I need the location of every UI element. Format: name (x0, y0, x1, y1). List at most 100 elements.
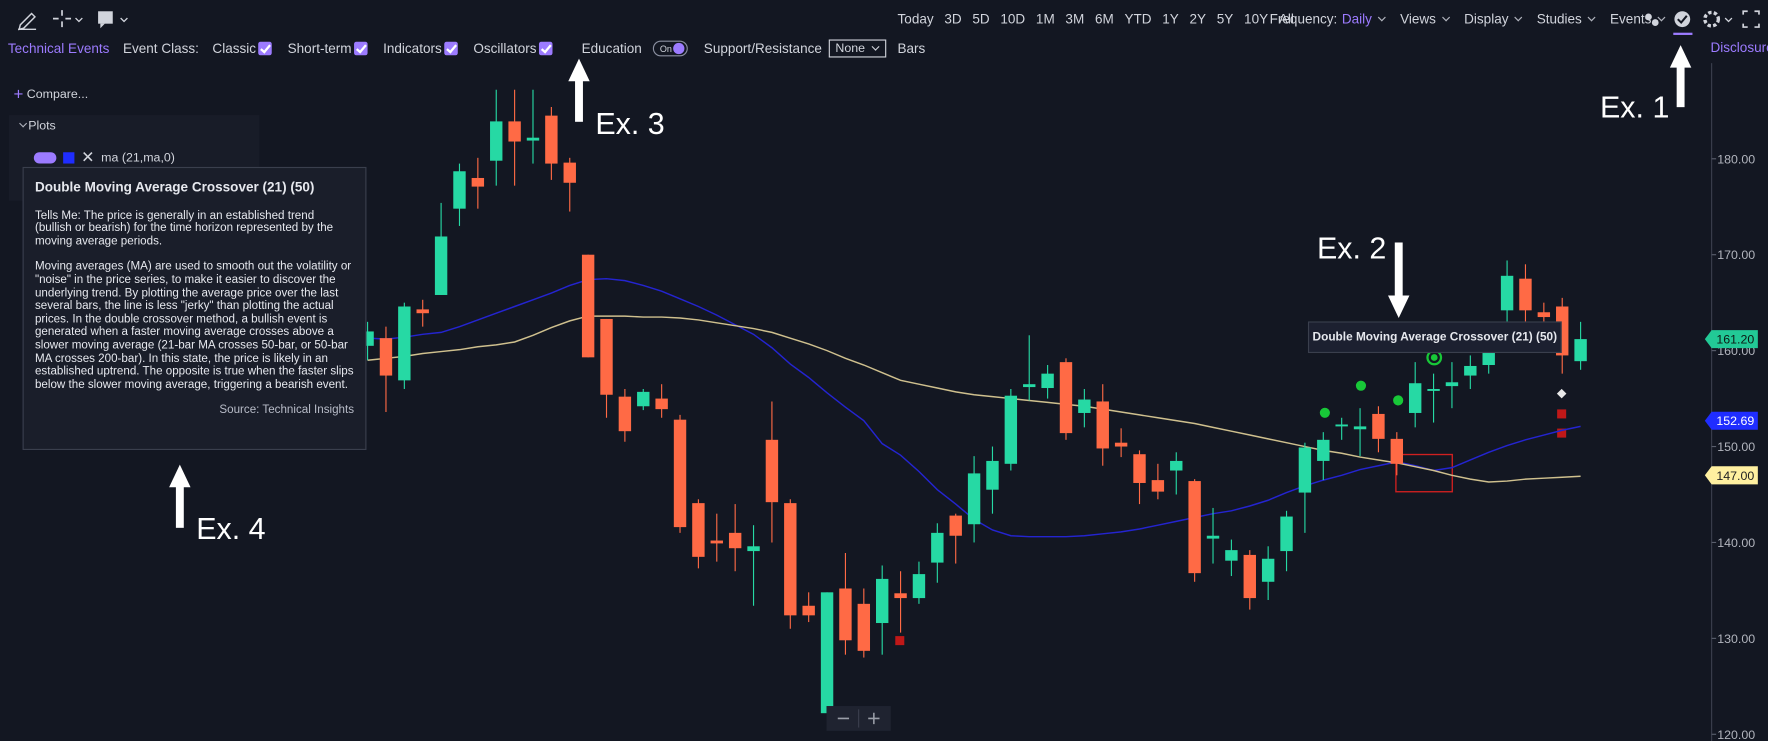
candle-body (1151, 480, 1165, 492)
candle-body (1298, 447, 1312, 493)
candle-body (1464, 365, 1477, 376)
event-class-label: Short-term (287, 40, 352, 57)
candle-body (1353, 426, 1367, 430)
plot-item: ✕ ma (21,ma,0) (33, 147, 175, 167)
candle-body (563, 162, 576, 183)
candle-body (1408, 383, 1422, 413)
drawing-tools[interactable] (0, 0, 147, 34)
range-button[interactable]: 2Y (1189, 11, 1207, 28)
candle-body (673, 419, 687, 528)
event-class-label: Indicators (383, 40, 442, 57)
candle-body (1500, 275, 1514, 311)
candle-body (894, 593, 907, 599)
price-label: 152.69 (1716, 414, 1754, 428)
candle-body (1574, 339, 1587, 362)
annotation: Ex. 1 (1599, 90, 1670, 125)
event-marker (1393, 395, 1404, 406)
candle-body (1188, 481, 1201, 574)
event-class-checkbox[interactable] (353, 41, 368, 56)
candle-body (1390, 438, 1404, 464)
candle-body (1482, 352, 1495, 366)
range-button[interactable]: 10D (1000, 11, 1026, 28)
y-tick-label: 120.00 (1717, 728, 1755, 741)
plots-header[interactable]: Plots (14, 120, 56, 134)
events-bar: Technical Events Event Class: Classic Sho… (8, 39, 925, 58)
candle-body (1023, 384, 1036, 388)
event-class-label: Event Class: (122, 40, 199, 57)
candle-body (1004, 395, 1018, 464)
event-marker (1430, 354, 1438, 361)
range-button[interactable]: 5D (972, 11, 990, 28)
y-tick-label: 180.00 (1717, 152, 1755, 166)
tooltip-paragraph: Tells Me: The price is generally in an e… (34, 209, 334, 248)
education-label: Education (581, 40, 642, 57)
event-classes: Classic Short-term Indicators Oscillators (206, 40, 562, 57)
plot-toggle[interactable] (33, 151, 57, 163)
sr-label: Support/Resistance (703, 40, 822, 57)
candle-body (1206, 535, 1220, 539)
range-buttons: Today 3D 5D 10D 1M 3M 6M YTD 1Y 2Y 5Y 10Y All (898, 11, 1294, 27)
plot-remove[interactable]: ✕ (81, 147, 95, 166)
plots-text: Plots (28, 119, 56, 134)
compare-button[interactable]: + Compare... (13, 84, 89, 104)
candle-body (1445, 382, 1459, 387)
candle-body (986, 460, 999, 490)
candle-body (416, 309, 429, 314)
event-class-label: Classic (212, 40, 257, 57)
price-label-bg (1704, 330, 1758, 349)
range-button[interactable]: Today (897, 11, 934, 28)
event-class-label: Oscillators (473, 40, 537, 57)
annotation: Ex. 2 (1316, 231, 1387, 266)
candle-body (1335, 424, 1348, 427)
sr-select[interactable]: None (828, 39, 887, 58)
candle-body (618, 396, 632, 432)
education-toggle[interactable]: On (653, 40, 689, 57)
frequency-menu[interactable]: Daily (1342, 11, 1384, 27)
candle-body (1133, 454, 1146, 483)
disclosure-link[interactable]: Disclosure (1710, 39, 1768, 56)
hover-label: Double Moving Average Crossover (21) (50… (1307, 321, 1562, 354)
candle-body (747, 546, 760, 552)
candle-body (765, 439, 779, 503)
range-button[interactable]: All (1278, 11, 1294, 28)
candle-body (545, 115, 558, 164)
candle-body (453, 171, 466, 209)
range-button[interactable]: YTD (1124, 11, 1152, 28)
y-tick-label: 170.00 (1717, 248, 1755, 262)
range-button[interactable]: 6M (1094, 11, 1114, 28)
candle-body (1427, 388, 1440, 391)
menu[interactable]: Views (1400, 11, 1448, 27)
candle-body (967, 473, 981, 525)
tooltip-source: Source: Technical Insights (219, 404, 355, 417)
toolbar-icons[interactable] (1641, 5, 1768, 57)
candle-body (1317, 439, 1330, 461)
range-button[interactable]: 1M (1035, 11, 1055, 28)
range-button[interactable]: 3D (944, 11, 962, 28)
event-marker (1355, 380, 1367, 391)
event-class-checkbox[interactable] (258, 41, 272, 56)
plot-color[interactable] (63, 151, 75, 163)
event-marker (1557, 409, 1567, 419)
annotation: Ex. 4 (196, 512, 266, 546)
candle-body (434, 236, 448, 295)
annotation: Ex. 3 (595, 107, 665, 141)
event-class-checkbox[interactable] (444, 41, 458, 56)
event-class-checkbox[interactable] (538, 41, 553, 56)
menu[interactable]: Studies (1537, 11, 1595, 27)
range-button[interactable]: 5Y (1216, 11, 1234, 28)
candle-body (1280, 516, 1293, 552)
range-button[interactable]: 10Y (1244, 11, 1269, 28)
range-button[interactable]: 1Y (1162, 11, 1179, 28)
candle-body (1059, 362, 1073, 434)
menu[interactable]: Display (1464, 11, 1521, 27)
menu[interactable]: Events (1610, 11, 1664, 27)
range-button[interactable]: 3M (1065, 11, 1085, 28)
candle-body (379, 338, 393, 376)
zoom-icons[interactable] (826, 706, 890, 731)
candle-body (912, 574, 926, 599)
candle-body (857, 603, 871, 651)
candle-body (784, 503, 797, 616)
candle-body (1096, 401, 1109, 449)
